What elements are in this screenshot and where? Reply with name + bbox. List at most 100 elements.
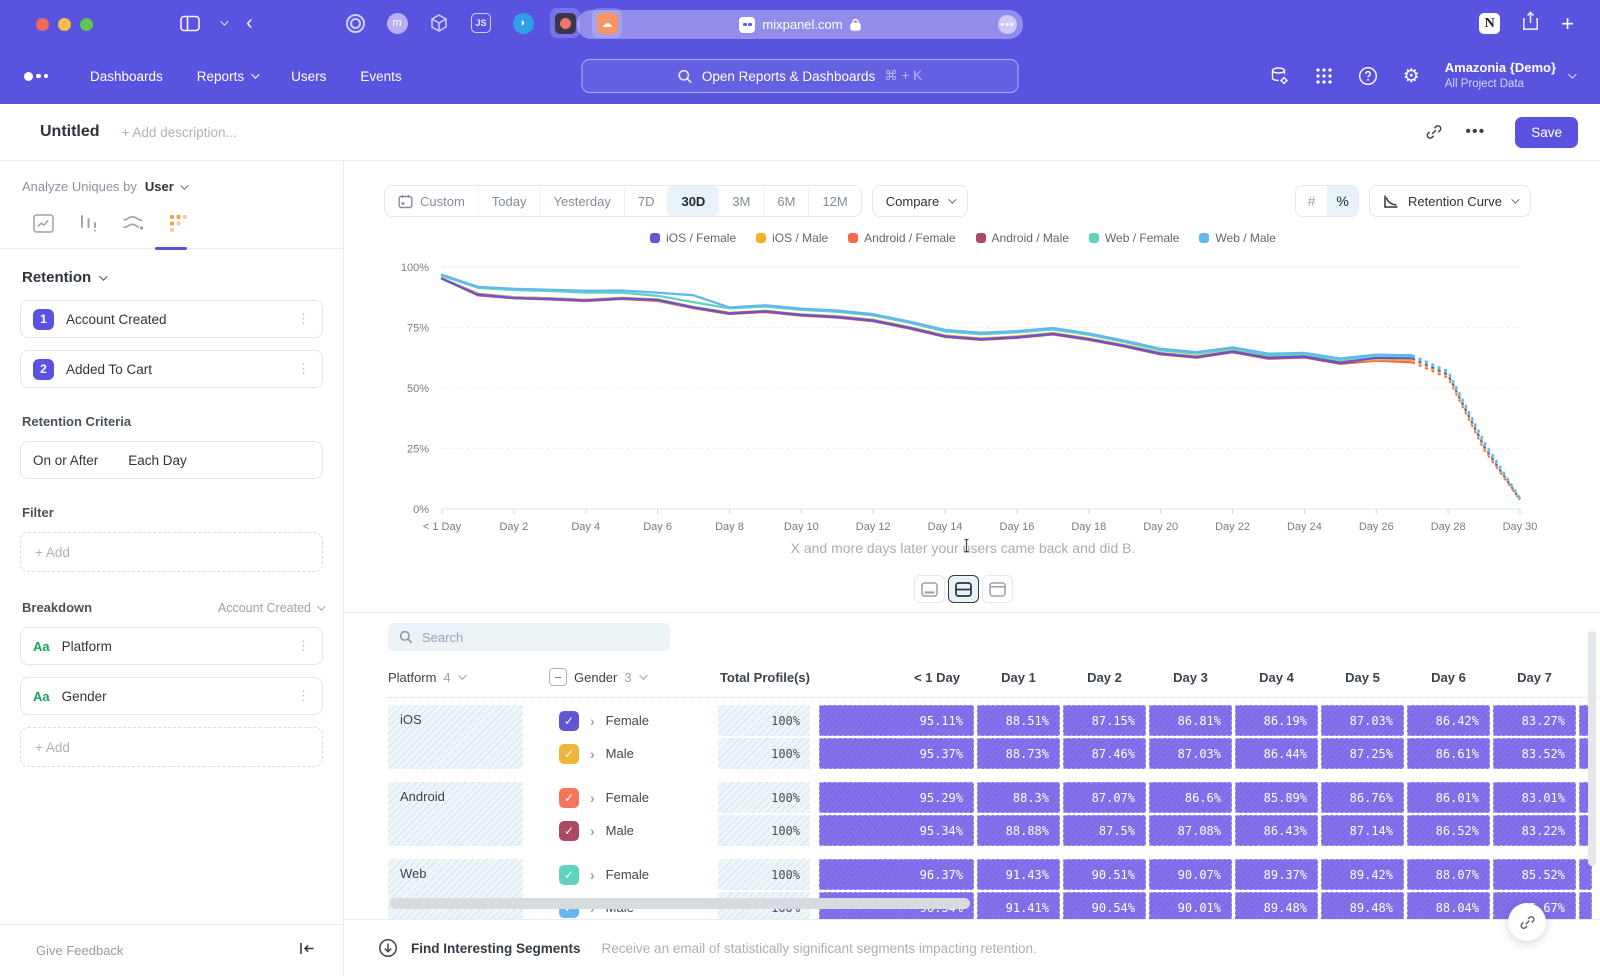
retention-value-cell[interactable]: 96.37% xyxy=(819,859,974,890)
series-checkbox[interactable]: ✓ xyxy=(559,821,579,841)
sidebar-toggle-icon[interactable] xyxy=(180,15,200,32)
range-12m[interactable]: 12M xyxy=(808,186,860,216)
range-6m[interactable]: 6M xyxy=(763,186,808,216)
js-extension-icon[interactable]: JS xyxy=(466,8,496,38)
tab-flows[interactable] xyxy=(121,212,145,234)
retention-value-cell[interactable]: 86.61% xyxy=(1407,738,1490,769)
series-checkbox[interactable]: ✓ xyxy=(559,865,579,885)
retention-value-cell[interactable]: 89.42% xyxy=(1321,859,1404,890)
retention-criteria-control[interactable]: On or After Each Day xyxy=(20,441,323,479)
share-icon[interactable] xyxy=(1522,11,1539,36)
retention-value-cell[interactable]: 86.76% xyxy=(1321,782,1404,813)
card-extension-icon[interactable] xyxy=(550,8,580,38)
retention-section-header[interactable]: Retention xyxy=(22,269,343,286)
retention-value-cell[interactable]: 89.37% xyxy=(1235,859,1318,890)
retention-value-cell[interactable]: 87.08% xyxy=(1149,815,1232,846)
day-column-header[interactable]: Day 6 xyxy=(1407,670,1490,685)
m-extension-icon[interactable]: m xyxy=(382,8,412,38)
retention-value-cell[interactable]: 89.48% xyxy=(1321,892,1404,919)
find-segments-title[interactable]: Find Interesting Segments xyxy=(411,941,581,956)
day-column-header[interactable]: Day 4 xyxy=(1235,670,1318,685)
kebab-menu-icon[interactable]: ⋮ xyxy=(297,361,310,377)
day-column-header[interactable]: Day 5 xyxy=(1321,670,1404,685)
nav-item-dashboards[interactable]: Dashboards xyxy=(90,69,163,84)
criteria-mode[interactable]: On or After xyxy=(33,453,98,468)
retention-value-cell[interactable]: 90.54% xyxy=(1063,892,1146,919)
global-search[interactable]: Open Reports & Dashboards ⌘ + K xyxy=(582,59,1019,93)
series-checkbox[interactable]: ✓ xyxy=(559,788,579,808)
apps-grid-icon[interactable] xyxy=(1315,67,1333,85)
kebab-menu-icon[interactable]: ⋮ xyxy=(297,638,310,654)
analyze-entity-dropdown[interactable]: User xyxy=(145,179,186,194)
report-title[interactable]: Untitled xyxy=(40,123,100,141)
expand-chevron-icon[interactable]: › xyxy=(590,746,595,762)
retention-value-cell[interactable]: 88.51% xyxy=(977,705,1060,736)
minimize-window-button[interactable] xyxy=(58,18,71,31)
range-30d[interactable]: 30D xyxy=(667,186,718,216)
breakdown-platform[interactable]: Aa Platform ⋮ xyxy=(20,627,323,665)
chart-only-view-button[interactable] xyxy=(914,575,945,603)
legend-item[interactable]: Web / Male xyxy=(1199,231,1275,245)
compare-button[interactable]: Compare xyxy=(872,185,968,217)
zoom-window-button[interactable] xyxy=(80,18,93,31)
legend-item[interactable]: iOS / Male xyxy=(756,231,828,245)
legend-item[interactable]: Web / Female xyxy=(1089,231,1179,245)
retention-value-cell[interactable]: 88.04% xyxy=(1407,892,1490,919)
table-search-input[interactable]: Search xyxy=(388,623,670,651)
day-column-header[interactable]: Day 2 xyxy=(1063,670,1146,685)
retention-value-cell[interactable]: 87.03% xyxy=(1149,738,1232,769)
retention-value-cell[interactable]: 90.01% xyxy=(1149,892,1232,919)
retention-value-cell[interactable]: 88.3% xyxy=(977,782,1060,813)
project-switcher[interactable]: Amazonia {Demo} All Project Data xyxy=(1445,60,1574,92)
retention-value-cell[interactable]: 87.25% xyxy=(1321,738,1404,769)
data-management-icon[interactable] xyxy=(1269,66,1290,87)
retention-value-cell[interactable]: 95.11% xyxy=(819,705,974,736)
legend-item[interactable]: Android / Female xyxy=(848,231,955,245)
retention-value-cell[interactable]: 86.43% xyxy=(1235,815,1318,846)
kebab-menu-icon[interactable]: ⋮ xyxy=(297,311,310,327)
help-icon[interactable] xyxy=(1358,66,1378,86)
retention-value-cell[interactable]: 87.03% xyxy=(1321,705,1404,736)
range-3m[interactable]: 3M xyxy=(718,186,763,216)
retention-value-cell[interactable]: 88.73% xyxy=(977,738,1060,769)
breakdown-scope-dropdown[interactable]: Account Created xyxy=(218,601,323,615)
retention-value-cell[interactable]: 85.89% xyxy=(1235,782,1318,813)
range-7d[interactable]: 7D xyxy=(624,186,668,216)
day-column-header[interactable]: Day 3 xyxy=(1149,670,1232,685)
retention-value-cell[interactable]: 91.41% xyxy=(977,892,1060,919)
chart-type-dropdown[interactable]: Retention Curve xyxy=(1369,185,1531,217)
retention-value-cell[interactable]: 91.43% xyxy=(977,859,1060,890)
expand-chevron-icon[interactable]: › xyxy=(590,713,595,729)
retention-value-cell[interactable]: 83.01% xyxy=(1493,782,1576,813)
range-custom[interactable]: Custom xyxy=(385,186,478,216)
nav-item-reports[interactable]: Reports xyxy=(197,69,257,84)
gender-column-header[interactable]: −Gender3 xyxy=(549,668,709,686)
url-bar[interactable]: mixpanel.com ••• xyxy=(577,10,1023,39)
retention-line-chart[interactable]: 0%25%50%75%100%< 1 DayDay 2Day 4Day 6Day… xyxy=(358,257,1568,533)
retention-value-cell[interactable]: 83.52% xyxy=(1493,738,1576,769)
retention-value-cell[interactable]: 86.42% xyxy=(1407,705,1490,736)
notion-extension-icon[interactable]: N xyxy=(1479,13,1500,34)
retention-value-cell[interactable]: 88.88% xyxy=(977,815,1060,846)
select-all-checkbox[interactable]: − xyxy=(549,668,567,686)
retention-value-cell[interactable]: 87.46% xyxy=(1063,738,1146,769)
breakdown-gender[interactable]: Aa Gender ⋮ xyxy=(20,677,323,715)
retention-step-1[interactable]: 1 Account Created ⋮ xyxy=(20,300,323,338)
split-view-button[interactable] xyxy=(948,575,979,603)
mixpanel-logo[interactable] xyxy=(24,72,48,81)
table-only-view-button[interactable] xyxy=(982,575,1013,603)
close-window-button[interactable] xyxy=(36,18,49,31)
bird-extension-icon[interactable]: ◗ xyxy=(508,8,538,38)
retention-value-cell[interactable]: 95.29% xyxy=(819,782,974,813)
retention-value-cell[interactable]: 86.81% xyxy=(1149,705,1232,736)
series-checkbox[interactable]: ✓ xyxy=(559,711,579,731)
legend-item[interactable]: iOS / Female xyxy=(650,231,736,245)
add-breakdown-button[interactable]: + Add xyxy=(20,727,323,767)
nav-item-users[interactable]: Users xyxy=(291,69,326,84)
copy-link-icon[interactable] xyxy=(1425,123,1443,141)
save-button[interactable]: Save xyxy=(1515,117,1578,148)
retention-value-cell[interactable]: 83.27% xyxy=(1493,705,1576,736)
kebab-menu-icon[interactable]: ⋮ xyxy=(297,688,310,704)
range-yesterday[interactable]: Yesterday xyxy=(540,186,624,216)
platform-column-header[interactable]: Platform4 xyxy=(388,670,523,685)
